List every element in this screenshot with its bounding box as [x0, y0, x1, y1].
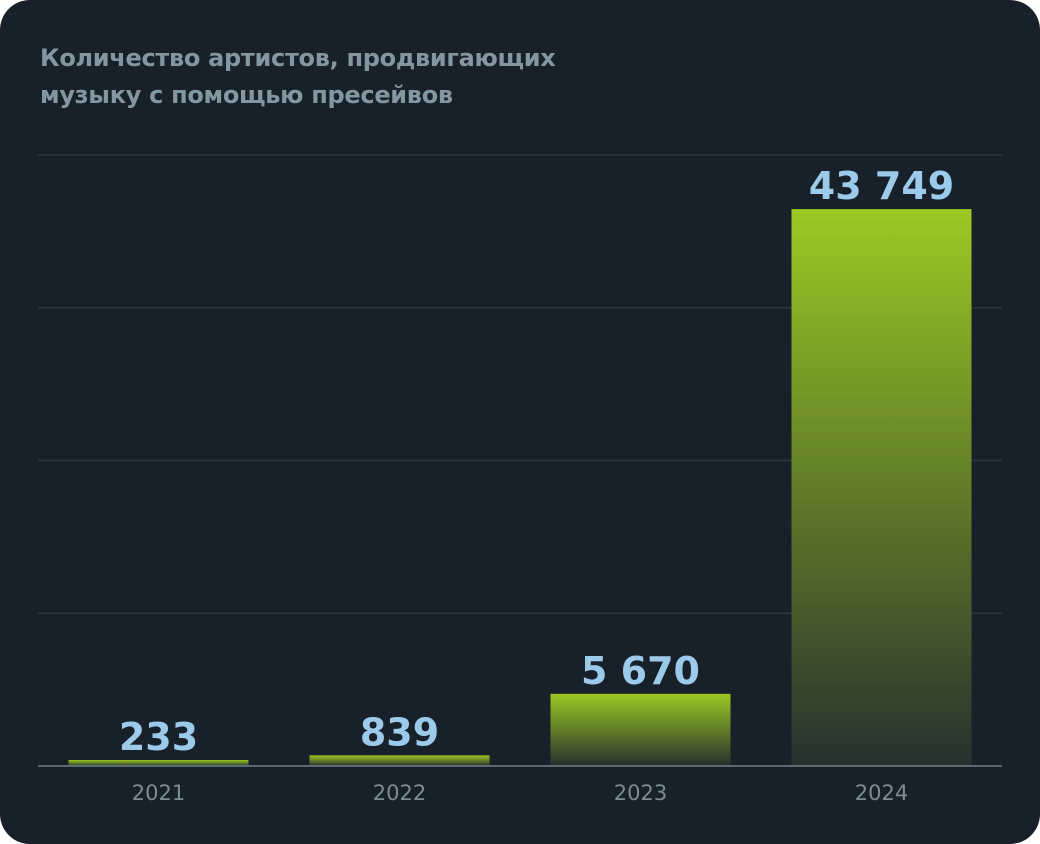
bar-2023: [550, 693, 731, 766]
bar-2024: [791, 209, 972, 766]
chart-title-line-2: музыку с помощью пресейвов: [40, 81, 453, 109]
value-label-2022: 839: [360, 710, 439, 754]
value-label-2021: 233: [119, 715, 198, 759]
value-labels: 233 839 5 670 43 749: [119, 164, 954, 759]
x-tick-2022: 2022: [373, 781, 426, 805]
value-label-2023: 5 670: [581, 649, 700, 693]
bar-2022: [309, 755, 490, 766]
x-tick-labels: 2021 2022 2023 2024: [132, 781, 908, 805]
value-label-2024: 43 749: [809, 164, 954, 208]
chart-title: Количество артистов, продвигающих музыку…: [40, 40, 660, 114]
bars: [68, 209, 972, 766]
x-tick-2023: 2023: [614, 781, 667, 805]
x-tick-2021: 2021: [132, 781, 185, 805]
x-tick-2024: 2024: [855, 781, 908, 805]
bar-2021: [68, 760, 249, 766]
chart-title-line-1: Количество артистов, продвигающих: [40, 44, 556, 72]
